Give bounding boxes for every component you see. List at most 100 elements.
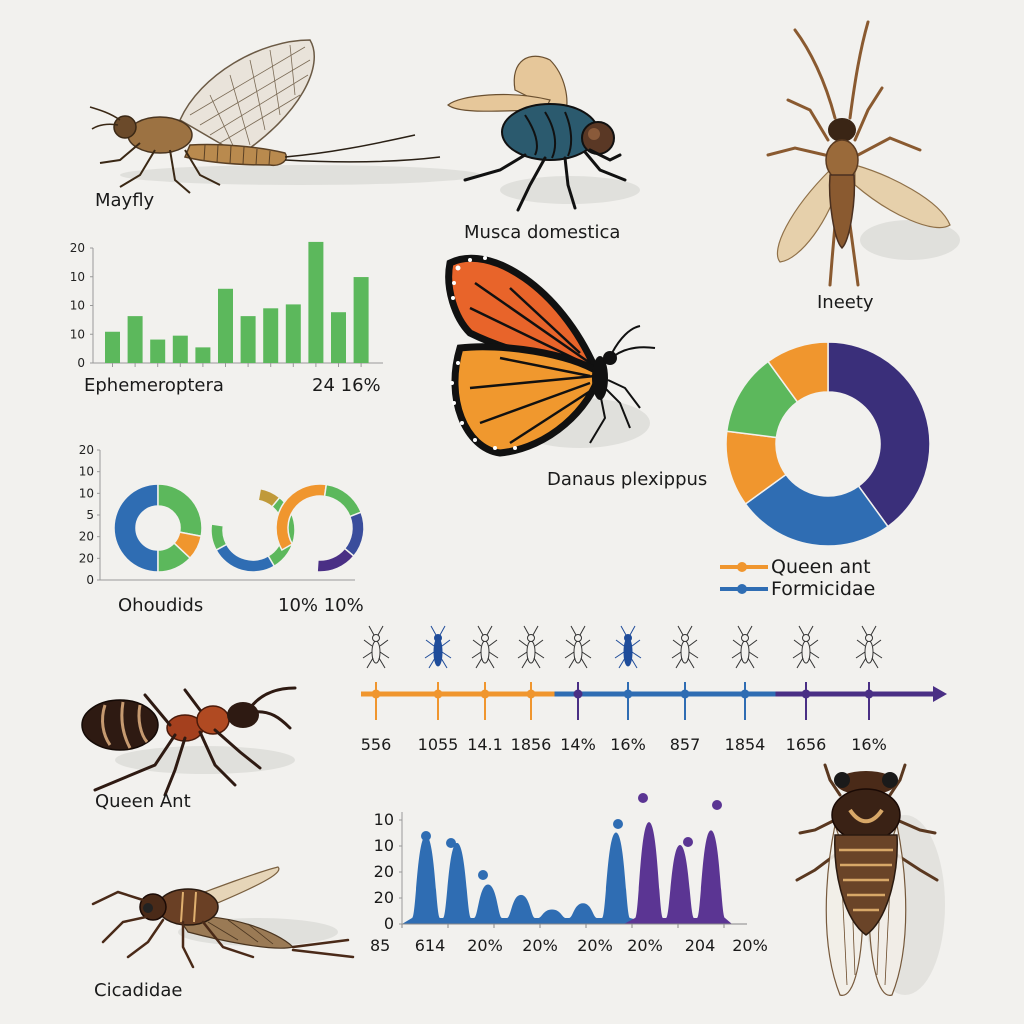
timeline-label: 1854 <box>725 735 766 754</box>
peak-marker <box>478 870 488 880</box>
bar <box>353 277 369 363</box>
peak-marker <box>683 837 693 847</box>
timeline-chart: 556 1055 14.1 1856 14% 16% 857 1854 1656 16% <box>361 625 947 754</box>
monarch-label: Danaus plexippus <box>547 469 708 490</box>
bar <box>150 339 166 363</box>
y-tick-label: 10 <box>374 810 394 829</box>
donut-slice <box>744 473 890 547</box>
peak-marker <box>613 819 623 829</box>
bar <box>172 335 188 363</box>
bar-chart-xlabel: Ephemeroptera <box>84 375 224 396</box>
bar <box>195 347 211 363</box>
x-tick-label: 20% <box>467 936 503 955</box>
donut-slice <box>113 483 159 573</box>
timeline-node <box>480 689 490 699</box>
mayfly-illustration <box>89 39 480 194</box>
donut-slice <box>157 542 192 573</box>
bar <box>240 316 256 363</box>
timeline-label: 16% <box>851 735 887 754</box>
insect-icon <box>517 625 545 669</box>
legend-label: Queen ant <box>771 556 871 578</box>
timeline-label: 1856 <box>511 735 552 754</box>
donut-slice <box>827 341 931 528</box>
x-tick-label: 20% <box>732 936 768 955</box>
legend-label: Formicidae <box>771 578 876 600</box>
x-tick-label: 20% <box>577 936 613 955</box>
timeline-label: 14.1 <box>467 735 503 754</box>
y-tick-label: 10 <box>70 327 85 341</box>
timeline-label: 14% <box>560 735 596 754</box>
bar <box>105 331 120 363</box>
y-tick-label: 20 <box>79 551 94 565</box>
legend-item-formicidae: Formicidae <box>720 578 875 600</box>
bar <box>331 312 346 363</box>
timeline-node <box>433 689 443 699</box>
y-tick-label: 10 <box>70 270 85 284</box>
large-donut-chart <box>725 341 931 547</box>
insect-icon <box>424 625 452 669</box>
y-tick-label: 20 <box>374 862 394 881</box>
bar-chart-annotation: 24 16% <box>312 375 381 396</box>
y-tick-label: 20 <box>374 888 394 907</box>
donut-legend: Queen ant Formicidae <box>720 556 875 600</box>
timeline-label: 857 <box>670 735 701 754</box>
timeline-node <box>371 689 381 699</box>
peak-marker <box>712 800 722 810</box>
donut-slice <box>210 523 228 552</box>
arrow-head-icon <box>933 686 947 702</box>
donut-slice <box>343 511 365 558</box>
timeline-label: 556 <box>361 735 392 754</box>
insect-icon <box>792 625 820 669</box>
y-tick-label: 5 <box>86 508 94 522</box>
mayfly-label: Mayfly <box>95 190 155 211</box>
insect-icon <box>614 625 642 669</box>
donut-slice <box>275 483 328 552</box>
housefly-label: Musca domestica <box>464 222 621 243</box>
donut-charts-ohoudids: 0 20 20 5 10 10 20 <box>79 443 365 587</box>
x-tick-label: 85 <box>370 936 390 955</box>
x-tick-label: 20% <box>627 936 663 955</box>
y-tick-label: 20 <box>79 443 94 457</box>
donut-slice <box>323 483 363 518</box>
donut-slice <box>215 543 276 573</box>
cicada-top-illustration <box>795 763 945 996</box>
stonefly-label: Ineety <box>817 292 874 313</box>
x-tick-label: 204 <box>685 936 716 955</box>
y-tick-label: 10 <box>79 486 94 500</box>
timeline-node <box>623 689 633 699</box>
timeline-label: 16% <box>610 735 646 754</box>
bar-chart-ephemeroptera: 0 10 10 10 20 <box>70 241 383 370</box>
cicadidae-label: Cicadidae <box>94 980 183 1001</box>
cicadidae-illustration <box>91 866 355 969</box>
x-tick-label: 614 <box>415 936 446 955</box>
peak-marker <box>421 831 431 841</box>
donut-slice <box>316 547 355 573</box>
bar <box>218 288 233 363</box>
x-tick-label: 20% <box>522 936 558 955</box>
area-series-blue <box>402 832 652 924</box>
timeline-node <box>801 689 811 699</box>
peak-area-chart: 0 20 20 10 10 85 614 20% 20% 20% 20% 204 20% <box>370 793 768 955</box>
y-tick-label: 10 <box>79 465 94 479</box>
legend-item-queen-ant: Queen ant <box>720 556 875 578</box>
queen-ant-illustration <box>81 686 297 797</box>
donut-chart-annotation: 10% 10% <box>278 595 364 616</box>
timeline-node <box>680 689 690 699</box>
bar <box>308 241 324 363</box>
timeline-node <box>573 689 583 699</box>
y-tick-label: 10 <box>70 299 85 313</box>
y-tick-label: 0 <box>77 356 85 370</box>
insect-icon <box>671 625 699 669</box>
bar <box>263 308 279 363</box>
timeline-node <box>864 689 874 699</box>
insect-icon <box>362 625 390 669</box>
donut-chart-xlabel: Ohoudids <box>118 595 204 616</box>
y-tick-label: 0 <box>384 914 394 933</box>
bar <box>127 316 143 363</box>
timeline-label: 1656 <box>786 735 827 754</box>
peak-marker <box>638 793 648 803</box>
insect-icon <box>471 625 499 669</box>
y-tick-label: 20 <box>79 530 94 544</box>
timeline-node <box>740 689 750 699</box>
y-tick-label: 0 <box>86 573 94 587</box>
